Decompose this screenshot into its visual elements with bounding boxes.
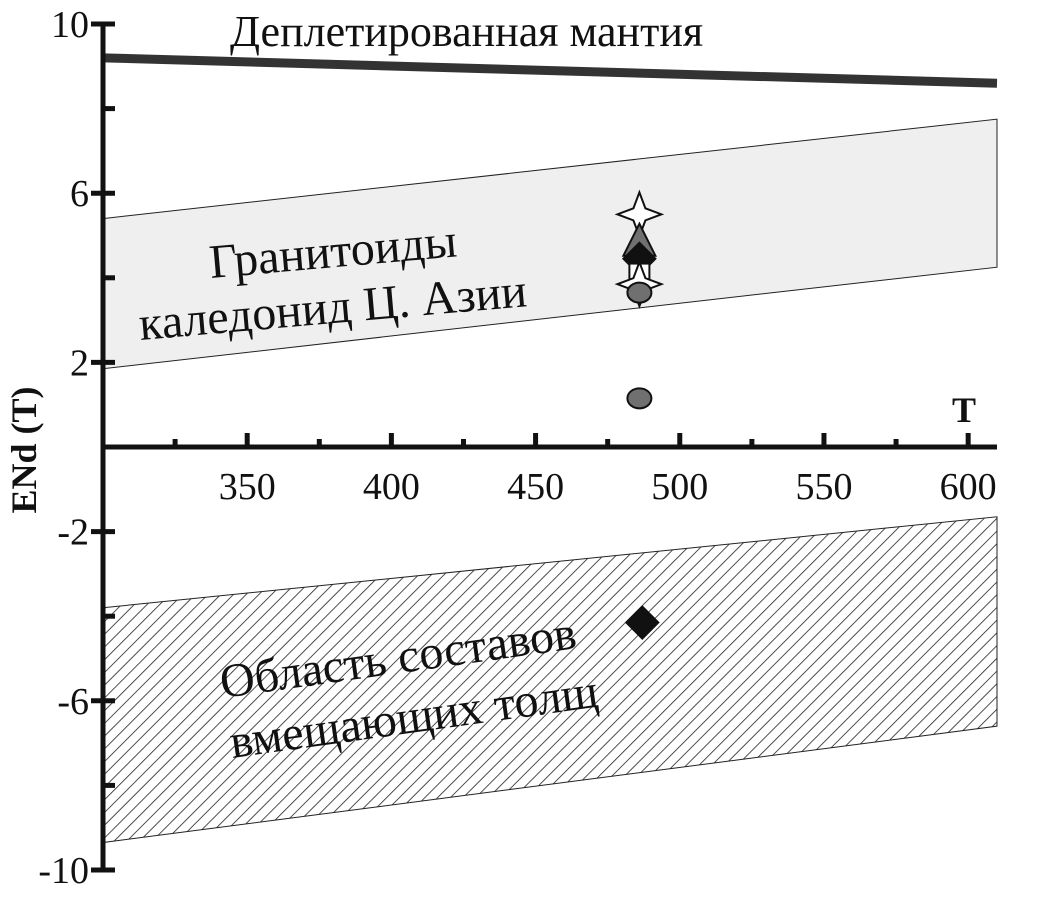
data-point-circle xyxy=(626,281,653,304)
x-tick-label: 600 xyxy=(940,466,997,508)
y-tick-label: 2 xyxy=(70,342,89,384)
x-axis-title: T xyxy=(952,390,976,430)
y-tick-label: -10 xyxy=(38,850,89,892)
data-points xyxy=(614,189,665,640)
data-point-diamond xyxy=(624,605,660,640)
y-axis-title: ENd (T) xyxy=(4,386,44,513)
x-tick-label: 500 xyxy=(651,466,708,508)
x-tick-label: 400 xyxy=(363,466,420,508)
x-axis-ticks: 350 400 450 500 550 600 xyxy=(172,433,997,508)
depleted-mantle-line xyxy=(102,53,998,88)
x-tick-label: 450 xyxy=(507,466,564,508)
y-tick-label: -2 xyxy=(57,512,89,554)
depleted-mantle-label: Деплетированная мантия xyxy=(230,7,703,56)
x-tick-label: 350 xyxy=(219,466,276,508)
x-tick-label: 550 xyxy=(795,466,852,508)
y-tick-label: 10 xyxy=(51,4,89,46)
y-tick-label: 6 xyxy=(70,173,89,215)
data-point-circle xyxy=(626,387,653,410)
y-axis-ticks: 10 6 2 -2 -6 -10 xyxy=(38,4,115,892)
y-tick-label: -6 xyxy=(57,681,89,723)
